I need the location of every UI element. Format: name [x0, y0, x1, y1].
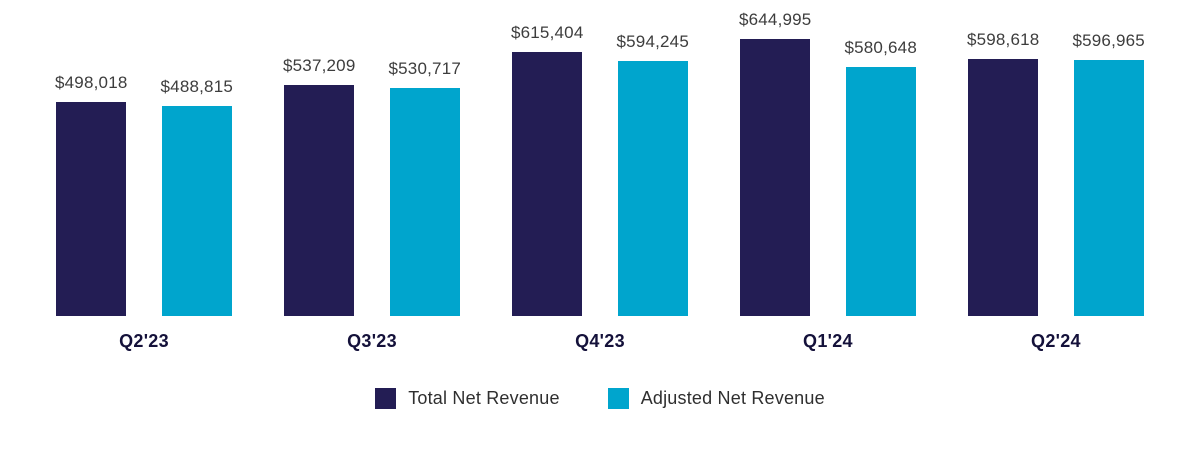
category-label: Q3'23 [347, 331, 397, 351]
bar-value-label: $488,815 [160, 77, 234, 96]
legend: Total Net Revenue Adjusted Net Revenue [0, 388, 1200, 409]
bar-column: $498,018 [55, 73, 128, 316]
bar-value-label: $594,245 [616, 32, 689, 51]
bar-pair: $615,404 $594,245 [511, 23, 689, 316]
bar-column: $488,815 [161, 77, 234, 316]
legend-item: Adjusted Net Revenue [607, 388, 825, 409]
legend-swatch-icon [375, 388, 397, 409]
bar-column: $537,209 [283, 56, 356, 316]
adjusted-net-revenue-bar [161, 106, 232, 316]
bar-value-label: $596,965 [1072, 31, 1145, 50]
adjusted-net-revenue-bar [845, 67, 916, 316]
legend-item: Total Net Revenue [375, 388, 560, 409]
bar-value-label: $498,018 [55, 73, 128, 92]
bar-value-label: $537,209 [282, 56, 356, 75]
bar-column: $530,717 [389, 59, 462, 316]
category-label: Q1'24 [803, 331, 853, 351]
bar-value-label: $615,404 [510, 23, 584, 42]
legend-series-label: Total Net Revenue [408, 388, 560, 408]
bar-pair: $498,018 $488,815 [55, 73, 233, 316]
bar-value-label: $580,648 [844, 38, 917, 57]
bar-value-label: $598,618 [966, 30, 1040, 49]
bar-pair: $598,618 $596,965 [967, 30, 1145, 316]
category-label: Q2'23 [119, 331, 169, 351]
bar-value-label: $530,717 [388, 59, 462, 78]
category-label: Q4'23 [575, 331, 625, 351]
total-net-revenue-bar [968, 59, 1039, 316]
bar-pair: $644,995 $580,648 [739, 10, 917, 316]
bar-column: $615,404 [511, 23, 584, 316]
bar-value-label: $644,995 [738, 10, 812, 29]
adjusted-net-revenue-bar [617, 61, 688, 316]
bar-groups: $498,018 $488,815 Q2'23 $537,209 $530,717 Q3'… [55, 10, 1145, 352]
total-net-revenue-bar [740, 39, 811, 316]
legend-series-label: Adjusted Net Revenue [640, 388, 825, 408]
bar-column: $580,648 [844, 38, 917, 316]
legend-swatch-icon [607, 388, 629, 409]
bar-group: $537,209 $530,717 Q3'23 [283, 56, 461, 352]
total-net-revenue-bar [284, 85, 355, 316]
bar-column: $594,245 [616, 32, 689, 316]
adjusted-net-revenue-bar [1073, 60, 1144, 316]
total-net-revenue-bar [512, 52, 583, 316]
bar-group: $498,018 $488,815 Q2'23 [55, 73, 233, 352]
bar-group: $615,404 $594,245 Q4'23 [511, 23, 689, 352]
bar-column: $598,618 [967, 30, 1040, 316]
bar-column: $596,965 [1072, 31, 1145, 316]
category-label: Q2'24 [1031, 331, 1081, 351]
bar-group: $598,618 $596,965 Q2'24 [967, 30, 1145, 352]
bar-group: $644,995 $580,648 Q1'24 [739, 10, 917, 352]
adjusted-net-revenue-bar [389, 88, 460, 316]
bar-column: $644,995 [739, 10, 812, 316]
bar-pair: $537,209 $530,717 [283, 56, 461, 316]
total-net-revenue-bar [56, 102, 127, 316]
